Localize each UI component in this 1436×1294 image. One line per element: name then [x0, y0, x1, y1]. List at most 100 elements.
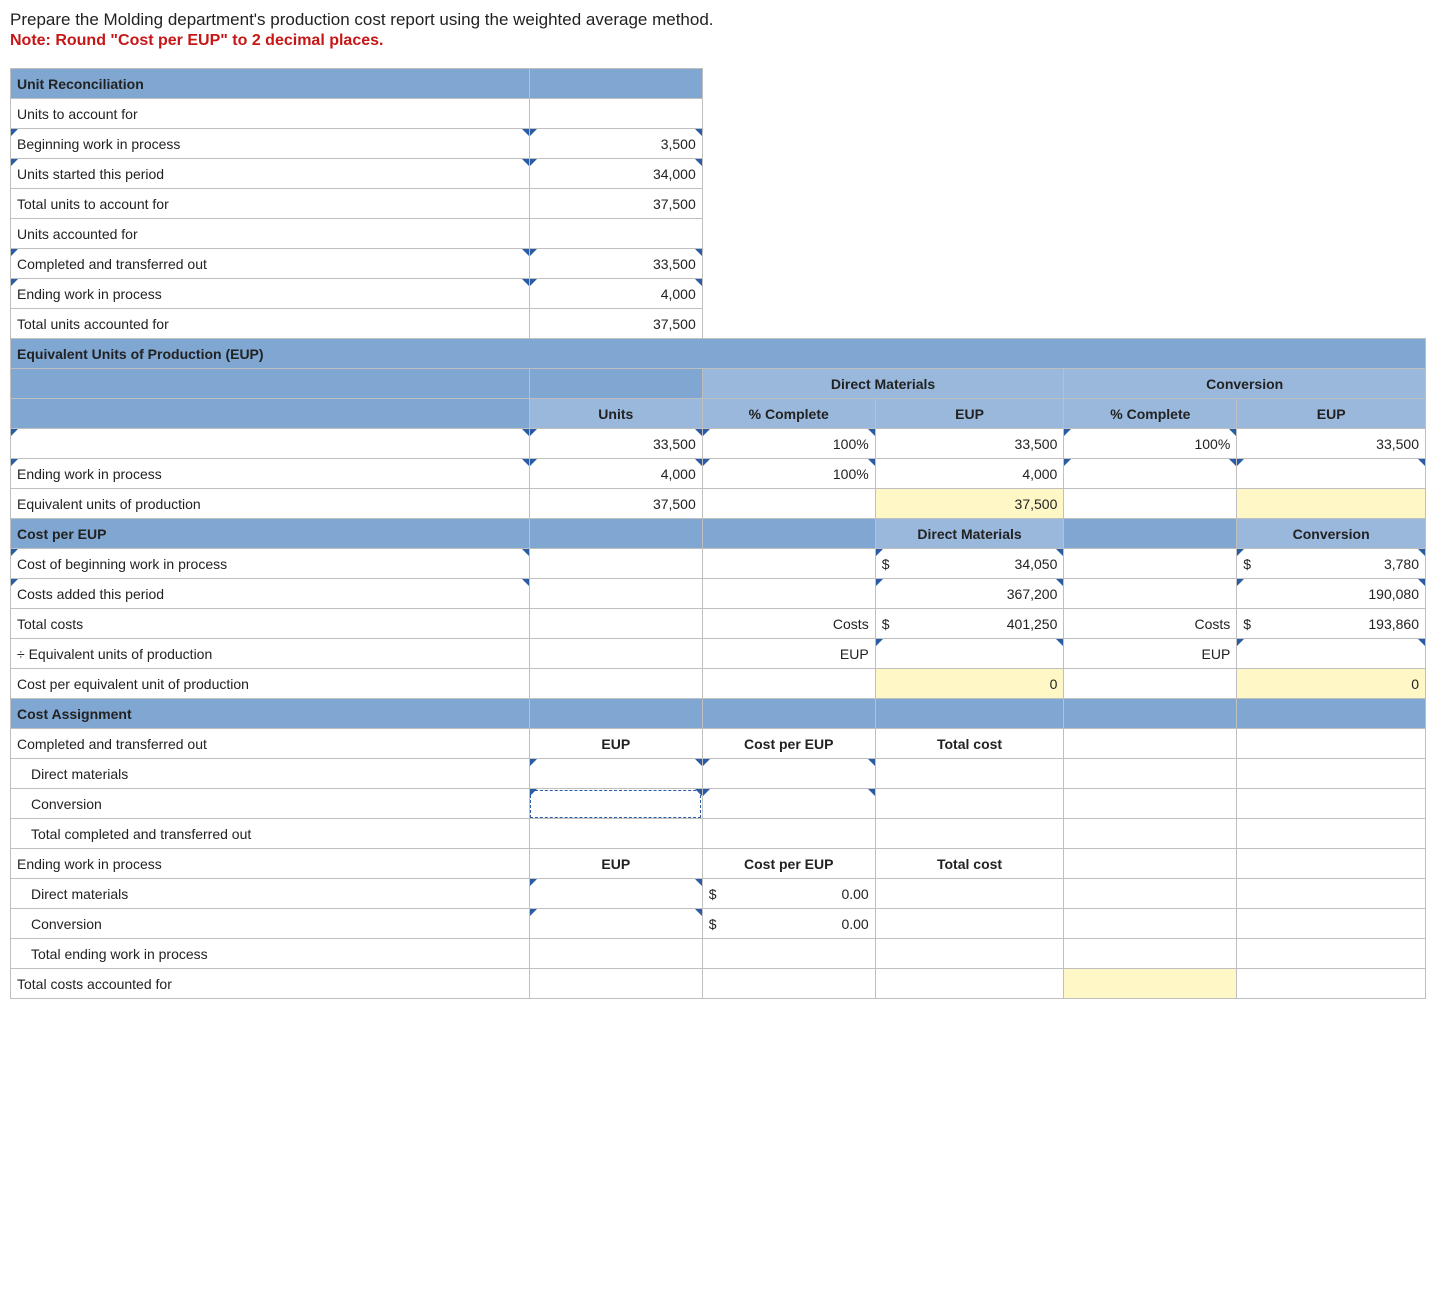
total-costs-acct-val	[875, 969, 1064, 999]
val-completed-out[interactable]: 33,500	[529, 249, 702, 279]
val-total-to-account: 37,500	[529, 189, 702, 219]
eup-row1-cv-pct[interactable]: 100%	[1064, 429, 1237, 459]
col-eup-cv: EUP	[1237, 399, 1426, 429]
col-eup-ca: EUP	[529, 729, 702, 759]
cell	[1064, 819, 1237, 849]
label-total-to-account: Total units to account for	[11, 189, 530, 219]
cell	[529, 369, 702, 399]
col-cpe-ewip: Cost per EUP	[702, 849, 875, 879]
eup-row1-cv-eup: 33,500	[1237, 429, 1426, 459]
cell	[875, 699, 1064, 729]
val-cv-total: $193,860	[1237, 609, 1426, 639]
cell	[1064, 519, 1237, 549]
eup-row2-dm-eup: 4,000	[875, 459, 1064, 489]
val-dm-beg[interactable]: $34,050	[875, 549, 1064, 579]
cell	[1064, 909, 1237, 939]
val-cpe-dm: 0	[875, 669, 1064, 699]
cell	[1064, 549, 1237, 579]
eup-row2-dm-pct[interactable]: 100%	[702, 459, 875, 489]
eup-total-dm: 37,500	[875, 489, 1064, 519]
eup-row1-units[interactable]: 33,500	[529, 429, 702, 459]
ewip-conv-eup[interactable]	[529, 909, 702, 939]
cell	[529, 99, 702, 129]
ca-dm-eup[interactable]	[529, 759, 702, 789]
eup-row2-cv-pct[interactable]	[1064, 459, 1237, 489]
eup-row2-label[interactable]: Ending work in process	[11, 459, 530, 489]
eup-row2-units[interactable]: 4,000	[529, 459, 702, 489]
label-costs-cv: Costs	[1064, 609, 1237, 639]
cell	[1237, 849, 1426, 879]
label-units-accounted: Units accounted for	[11, 219, 530, 249]
cell	[1064, 579, 1237, 609]
cost-report-table: Unit Reconciliation Units to account for…	[10, 68, 1426, 999]
section-unit-recon: Unit Reconciliation	[11, 69, 530, 99]
label-units-started[interactable]: Units started this period	[11, 159, 530, 189]
label-equiv-units: Equivalent units of production	[11, 489, 530, 519]
cell-yellow	[1064, 969, 1237, 999]
eup-row2-cv-eup[interactable]	[1237, 459, 1426, 489]
label-eup-dm: EUP	[702, 639, 875, 669]
cell	[702, 969, 875, 999]
label-end-wip[interactable]: Ending work in process	[11, 279, 530, 309]
label-total-completed: Total completed and transferred out	[11, 819, 530, 849]
instruction-text: Prepare the Molding department's product…	[10, 10, 1426, 30]
cell	[529, 579, 702, 609]
label-eup-cv: EUP	[1064, 639, 1237, 669]
cell	[529, 969, 702, 999]
ca-dm-cpe[interactable]	[702, 759, 875, 789]
label-total-costs: Total costs	[11, 609, 530, 639]
cell	[529, 819, 702, 849]
cell	[529, 219, 702, 249]
label-beg-wip[interactable]: Beginning work in process	[11, 129, 530, 159]
ca-conv-cpe[interactable]	[702, 789, 875, 819]
val-cpe-cv: 0	[1237, 669, 1426, 699]
cell	[1237, 789, 1426, 819]
cell	[11, 369, 530, 399]
label-total-costs-acct: Total costs accounted for	[11, 969, 530, 999]
cell	[1064, 759, 1237, 789]
ewip-dm-eup[interactable]	[529, 879, 702, 909]
val-beg-wip[interactable]: 3,500	[529, 129, 702, 159]
ewip-conv-cpe: $0.00	[702, 909, 875, 939]
val-dm-added[interactable]: 367,200	[875, 579, 1064, 609]
val-div-eup-cv[interactable]	[1237, 639, 1426, 669]
col-eup-ewip: EUP	[529, 849, 702, 879]
eup-row1-label[interactable]	[11, 429, 530, 459]
ca-conv-eup[interactable]	[529, 789, 702, 819]
ewip-conv-total	[875, 909, 1064, 939]
eup-row1-dm-pct[interactable]: 100%	[702, 429, 875, 459]
val-end-wip[interactable]: 4,000	[529, 279, 702, 309]
label-ca-conv: Conversion	[11, 789, 530, 819]
label-cost-beg-wip[interactable]: Cost of beginning work in process	[11, 549, 530, 579]
col-cost-per-eup: Cost per EUP	[702, 729, 875, 759]
col-dm-2: Direct Materials	[875, 519, 1064, 549]
cell	[1237, 699, 1426, 729]
cell	[11, 399, 530, 429]
section-cost-assign: Cost Assignment	[11, 699, 530, 729]
cell	[1064, 669, 1237, 699]
cell	[1064, 489, 1237, 519]
ewip-total	[875, 939, 1064, 969]
col-conversion: Conversion	[1064, 369, 1426, 399]
cell	[1237, 879, 1426, 909]
cell	[1064, 879, 1237, 909]
label-completed-out[interactable]: Completed and transferred out	[11, 249, 530, 279]
cell	[702, 579, 875, 609]
cell	[529, 939, 702, 969]
val-units-started[interactable]: 34,000	[529, 159, 702, 189]
val-div-eup-dm[interactable]	[875, 639, 1064, 669]
ewip-dm-cpe: $0.00	[702, 879, 875, 909]
label-completed-transferred: Completed and transferred out	[11, 729, 530, 759]
cell	[1237, 729, 1426, 759]
ewip-dm-total	[875, 879, 1064, 909]
section-eup: Equivalent Units of Production (EUP)	[11, 339, 1426, 369]
val-dm-total: $401,250	[875, 609, 1064, 639]
label-total-accounted: Total units accounted for	[11, 309, 530, 339]
section-cost-per-eup: Cost per EUP	[11, 519, 530, 549]
col-conv-2: Conversion	[1237, 519, 1426, 549]
ca-dm-total	[875, 759, 1064, 789]
val-cv-added[interactable]: 190,080	[1237, 579, 1426, 609]
label-costs-added[interactable]: Costs added this period	[11, 579, 530, 609]
label-ewip-conv: Conversion	[11, 909, 530, 939]
val-cv-beg[interactable]: $3,780	[1237, 549, 1426, 579]
